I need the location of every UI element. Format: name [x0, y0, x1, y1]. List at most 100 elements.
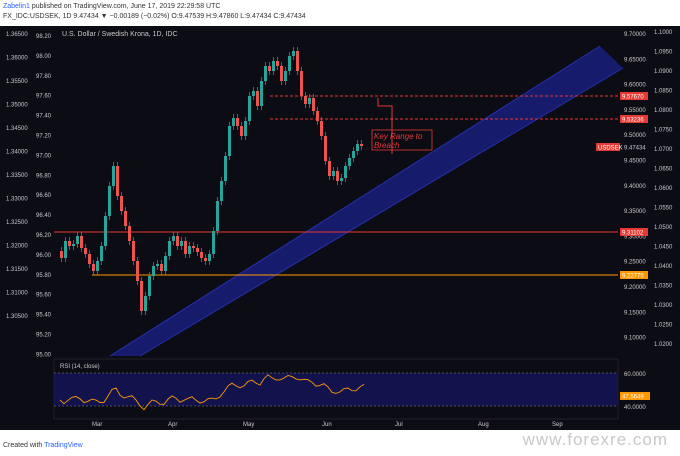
candle-body: [124, 211, 127, 226]
candle-body: [60, 251, 63, 258]
candle-body: [192, 246, 195, 248]
secondary-axis-tick: 1.0200: [654, 342, 673, 348]
secondary-axis-tick: 1.0800: [654, 108, 673, 114]
right-axis-secondary: 1.1000 1.0950 1.0900 1.0850 1.0800 1.0750 1.07…: [654, 30, 673, 348]
right-axis-tick: 9.20000: [624, 285, 646, 291]
mid-axis-tick: 95.40: [36, 313, 52, 319]
level-tag-bg: [620, 271, 648, 279]
right-axis-tick: 9.15000: [624, 310, 646, 316]
author-link[interactable]: Zabelin1: [3, 3, 30, 10]
candle-body: [88, 254, 91, 264]
rsi-label: RSI (14, close): [60, 364, 100, 370]
left-axis-tick: 1.36000: [6, 56, 28, 62]
secondary-axis-tick: 1.0750: [654, 128, 673, 134]
time-axis-label: Aug: [478, 422, 489, 428]
candle-body: [108, 186, 111, 216]
candle-body: [116, 166, 119, 196]
mid-axis-tick: 96.60: [36, 193, 52, 199]
candle-body: [132, 241, 135, 261]
rsi-line: [59, 374, 365, 411]
right-axis-tick: 9.25000: [624, 260, 646, 266]
price-chart-svg[interactable]: Key Range to Breach U.S. Dollar / Swedis…: [0, 26, 680, 430]
left-axis-tick: 1.33500: [6, 173, 28, 179]
candle-body: [276, 61, 279, 66]
candle-body: [308, 98, 311, 104]
candle-body: [180, 241, 183, 246]
secondary-axis-tick: 1.0300: [654, 303, 673, 309]
candle-body: [104, 216, 107, 246]
candle-body: [252, 91, 255, 96]
left-axis-tick: 1.31000: [6, 291, 28, 297]
candle-body: [112, 166, 115, 186]
candle-body: [348, 158, 351, 166]
mid-axis-tick: 95.20: [36, 333, 52, 339]
secondary-axis-tick: 1.0900: [654, 69, 673, 75]
candle-body: [288, 56, 291, 71]
candle-body: [360, 144, 363, 146]
candle-body: [204, 258, 207, 261]
secondary-axis-tick: 1.1000: [654, 30, 673, 36]
right-axis-tick: 9.10000: [624, 336, 646, 342]
symbol-line: FX_IDC:USDSEK, 1D 9.47434 ▼ −0.00189 (−0…: [3, 13, 306, 20]
time-axis-label: Apr: [168, 422, 177, 428]
time-axis: Mar Apr May Jun Jul Aug Sep: [92, 422, 563, 428]
candle-body: [280, 66, 283, 81]
candle-body: [344, 166, 347, 178]
candle-body: [96, 261, 99, 271]
candle-body: [292, 51, 295, 56]
level-tag-label: 9.53236: [622, 118, 644, 124]
candle-body: [332, 171, 335, 176]
candle-body: [72, 244, 75, 246]
chart-header: Zabelin1 published on TradingView.com, J…: [3, 2, 306, 22]
chart-panel[interactable]: Key Range to Breach U.S. Dollar / Swedis…: [0, 26, 680, 430]
candle-body: [216, 201, 219, 231]
secondary-axis-tick: 1.0700: [654, 147, 673, 153]
candle-body: [328, 161, 331, 176]
mid-axis-tick: 97.00: [36, 153, 52, 159]
right-axis-tick: 9.55000: [624, 108, 646, 114]
candle-body: [228, 126, 231, 156]
mid-axis-tick: 97.80: [36, 74, 52, 80]
mid-axis-tick: 95.00: [36, 352, 52, 358]
candle-body: [224, 156, 227, 181]
candle-body: [236, 118, 239, 126]
candle-body: [300, 71, 303, 96]
secondary-axis-tick: 1.0400: [654, 264, 673, 270]
left-axis-tick: 1.30500: [6, 314, 28, 320]
published-text: published on TradingView.com, June 17, 2…: [31, 3, 221, 10]
rsi-axis-40: 40.0000: [624, 405, 646, 411]
candle-body: [176, 236, 179, 246]
tradingview-link[interactable]: TradingView: [44, 442, 83, 449]
candlestick-series: [60, 47, 363, 315]
secondary-axis-tick: 1.0250: [654, 323, 673, 329]
left-axis-tick: 1.32000: [6, 244, 28, 250]
left-axis-tick: 1.36500: [6, 32, 28, 38]
candle-body: [256, 91, 259, 106]
rsi-axis-60: 60.0000: [624, 372, 646, 378]
candle-body: [268, 66, 271, 71]
right-axis-tick: 9.45000: [624, 159, 646, 165]
candle-body: [320, 121, 323, 136]
level-tag-bg: [620, 92, 648, 100]
right-axis-tick: 9.50000: [624, 133, 646, 139]
level-tag-bg: [620, 115, 648, 123]
candle-body: [144, 296, 147, 311]
candle-body: [76, 236, 79, 244]
secondary-axis-tick: 1.0850: [654, 89, 673, 95]
level-tag-label: 9.31102: [622, 231, 644, 237]
candle-body: [260, 81, 263, 106]
right-axis-price: 9.70000 9.65000 9.60000 9.55000 9.50000 9.450…: [624, 32, 646, 342]
candle-body: [80, 236, 83, 248]
candle-body: [92, 264, 95, 271]
mid-axis-tick: 97.20: [36, 134, 52, 140]
candle-body: [284, 71, 287, 81]
candle-body: [212, 231, 215, 254]
candle-body: [164, 256, 167, 271]
rsi-value: 47.5649: [622, 395, 644, 401]
secondary-axis-tick: 1.0950: [654, 50, 673, 56]
candle-body: [340, 178, 343, 181]
candle-body: [304, 96, 307, 104]
mid-axis-tick: 98.20: [36, 34, 52, 40]
candle-body: [208, 254, 211, 261]
mid-axis-tick: 96.00: [36, 253, 52, 259]
